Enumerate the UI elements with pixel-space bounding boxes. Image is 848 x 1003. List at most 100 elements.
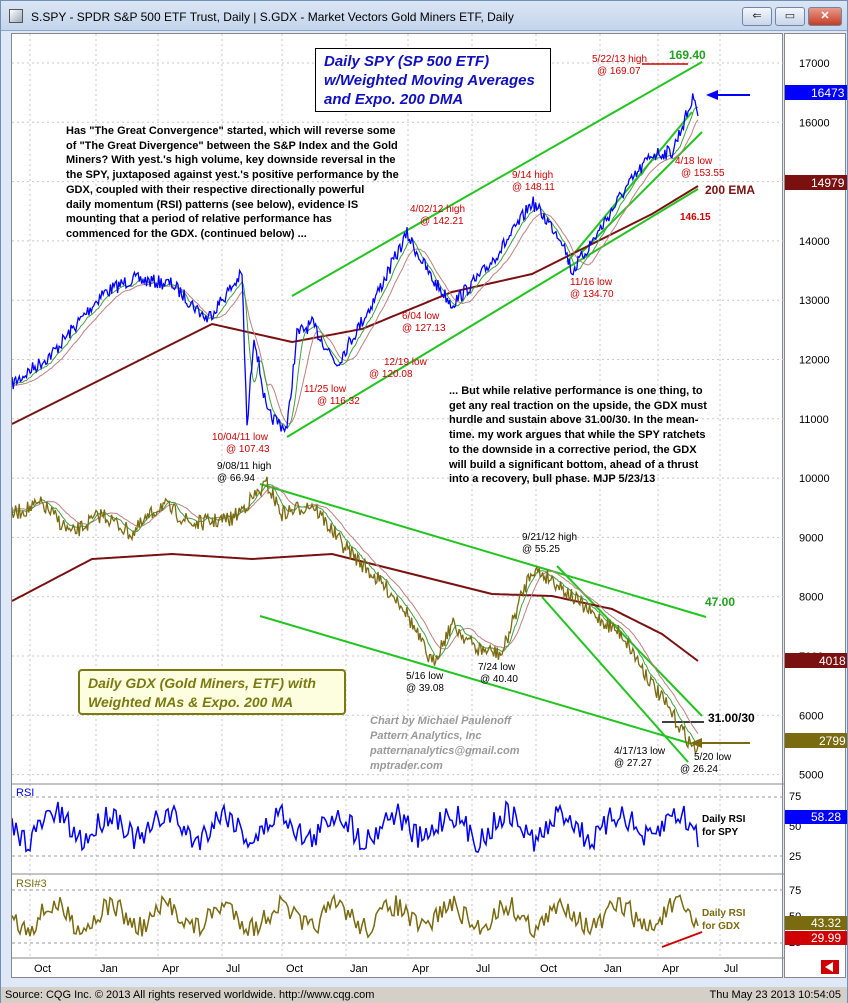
- x-tick-label: Oct: [286, 963, 303, 975]
- x-tick-label: Jul: [476, 963, 490, 975]
- spy-wma-slow: [11, 119, 699, 425]
- y-tick-label: 10000: [799, 473, 830, 485]
- spy-lower-channel: [286, 188, 699, 438]
- status-copyright: Source: CQG Inc. © 2013 All rights reser…: [5, 989, 375, 1001]
- credit-author: Chart by Michael Paulenoff: [370, 715, 511, 727]
- rsi-gdx-caption-1: Daily RSI: [702, 908, 746, 919]
- spy-ann-3-l1: 4/02/12 high: [410, 204, 465, 215]
- svg-text:29.99: 29.99: [811, 931, 841, 945]
- gdx-ann-1-l1: 9/21/12 high: [522, 532, 577, 543]
- spy-title-line-3: and Expo. 200 DMA: [324, 91, 464, 108]
- rsi-gdx-series: [11, 893, 699, 939]
- x-tick-label: Jan: [604, 963, 622, 975]
- spy-ann-3-l2: @ 142.21: [420, 216, 464, 227]
- credit-email: patternanalytics@gmail.com: [370, 745, 520, 757]
- commentary-bottom-line: hurdle and sustain above 31.00/30. In th…: [449, 414, 699, 427]
- x-tick-label: Apr: [662, 963, 679, 975]
- spy-arrow-icon: [706, 90, 750, 100]
- spy-inner-upper: [566, 111, 693, 263]
- x-tick-label: Oct: [34, 963, 51, 975]
- price-axis-canvas: 1700016000150001400013000120001100010000…: [785, 58, 847, 974]
- y-tick-label: 5000: [799, 770, 823, 782]
- commentary-top-line: Has "The Great Convergence" started, whi…: [66, 125, 396, 137]
- gdx-lower-channel: [259, 615, 693, 745]
- spy-price-series: [11, 93, 699, 433]
- rsi-spy-axis-25: 25: [789, 851, 801, 863]
- close-button[interactable]: ✕: [808, 7, 842, 26]
- spy-ann-0-l1: 5/22/13 high: [592, 54, 647, 65]
- credit-site: mptrader.com: [370, 760, 443, 772]
- commentary-top-line: GDX, coupled with their respective direc…: [66, 183, 365, 196]
- status-bar: Source: CQG Inc. © 2013 All rights reser…: [1, 987, 847, 1003]
- spy-ann-5-l1: 6/04 low: [402, 311, 440, 322]
- y-tick-label: 6000: [799, 710, 823, 722]
- commentary-bottom: ... But while relative performance is on…: [449, 384, 769, 487]
- y-tick-label: 8000: [799, 592, 823, 604]
- rsi-badge-spy: 58.28: [785, 810, 847, 824]
- maximize-button[interactable]: ▭: [775, 7, 805, 26]
- rsi-gdx-trend-line: [661, 931, 703, 948]
- spy-ann-7-l2: @ 116.32: [317, 396, 360, 407]
- chart-canvas: RSI RSI#3 Daily RSI for SPY Daily RSI fo…: [11, 34, 784, 975]
- spy-inner-lower: [581, 131, 703, 253]
- spy-ann-4-l2: @ 134.70: [570, 289, 614, 300]
- x-tick-label: Jan: [100, 963, 118, 975]
- price-badge-gdx: 2799: [785, 733, 847, 748]
- gdx-price-series: [11, 476, 699, 755]
- gdx-ann-5-l2: @ 26.24: [680, 764, 718, 775]
- y-tick-label: 14000: [799, 236, 830, 248]
- rsi-spy-label: RSI: [16, 787, 34, 799]
- gdx-ann-0-l2: @ 66.94: [217, 473, 255, 484]
- ema-label: 200 EMA: [705, 183, 755, 197]
- gdx-ann-1-l2: @ 55.25: [522, 544, 560, 555]
- spy-ann-2-l1: 9/14 high: [512, 170, 553, 181]
- spy-ann-7-l1: 11/25 low: [304, 384, 347, 395]
- y-tick-label: 17000: [799, 58, 830, 70]
- rsi-spy-series: [11, 800, 699, 854]
- spy-ann-5-l2: @ 127.13: [402, 323, 446, 334]
- credit-block: Chart by Michael Paulenoff Pattern Analy…: [370, 714, 570, 774]
- x-tick-label: Apr: [412, 963, 429, 975]
- gdx-ann-0-l1: 9/08/11 high: [217, 461, 271, 472]
- spy-title-box: Daily SPY (SP 500 ETF) w/Weighted Moving…: [315, 48, 551, 112]
- commentary-bottom-line: to the downside in a corrective period, …: [449, 443, 697, 456]
- x-tick-label: Apr: [162, 963, 179, 975]
- y-tick-label: 16000: [799, 117, 830, 129]
- commentary-top-line: daily momentum (RSI) patterns (see below…: [66, 198, 359, 211]
- window-title: S.SPY - SPDR S&P 500 ETF Trust, Daily | …: [31, 10, 514, 24]
- svg-text:2799: 2799: [819, 734, 846, 748]
- spy-ann-6-l2: @ 120.08: [369, 369, 413, 380]
- spy-ann-1-l1: 4/18 low: [675, 156, 713, 167]
- rsi-spy-axis-75: 75: [789, 791, 801, 803]
- svg-text:4018: 4018: [819, 654, 846, 668]
- commentary-top-line: the SPY, juxtaposed against yest.'s posi…: [66, 169, 399, 182]
- commentary-top-line: of "The Great Divergence" between the S&…: [66, 139, 398, 152]
- x-tick-label: Jul: [226, 963, 240, 975]
- x-tick-label: Jan: [350, 963, 368, 975]
- gdx-upper-level: 47.00: [705, 595, 735, 609]
- commentary-bottom-line: into a recovery, bull phase. MJP 5/23/13: [449, 473, 656, 486]
- price-axis[interactable]: 1700016000150001400013000120001100010000…: [784, 33, 847, 978]
- price-badge-gdx-ema: 4018: [785, 653, 847, 668]
- spy-ann-6-l1: 12/19 low: [384, 357, 428, 368]
- commentary-top-line: commenced for the GDX. (continued below)…: [66, 227, 307, 240]
- rsi-spy-caption-1: Daily RSI: [702, 814, 746, 825]
- gdx-ann-5-l1: 5/20 low: [694, 752, 732, 763]
- spy-top-level: 169.40: [669, 48, 706, 62]
- spy-title-line-1: Daily SPY (SP 500 ETF): [324, 53, 490, 70]
- chart-plot-area[interactable]: RSI RSI#3 Daily RSI for SPY Daily RSI fo…: [11, 33, 784, 978]
- gdx-inner-lower: [541, 596, 689, 763]
- spy-ann-0-l2: @ 169.07: [597, 66, 641, 77]
- spy-200-ema-line: [11, 185, 699, 425]
- spy-ann-2-l2: @ 148.11: [512, 182, 555, 193]
- scroll-right-icon[interactable]: [821, 960, 839, 974]
- gdx-title-line-1: Daily GDX (Gold Miners, ETF) with: [88, 675, 316, 691]
- gdx-ann-2-l1: 5/16 low: [406, 671, 444, 682]
- restore-button[interactable]: ⇐: [742, 7, 772, 26]
- x-tick-label: Oct: [540, 963, 557, 975]
- svg-text:58.28: 58.28: [811, 810, 841, 824]
- gdx-ann-2-l2: @ 39.08: [406, 683, 444, 694]
- gdx-inner-upper: [556, 565, 703, 717]
- rsi-badge-gdx-1: 43.32: [785, 916, 847, 930]
